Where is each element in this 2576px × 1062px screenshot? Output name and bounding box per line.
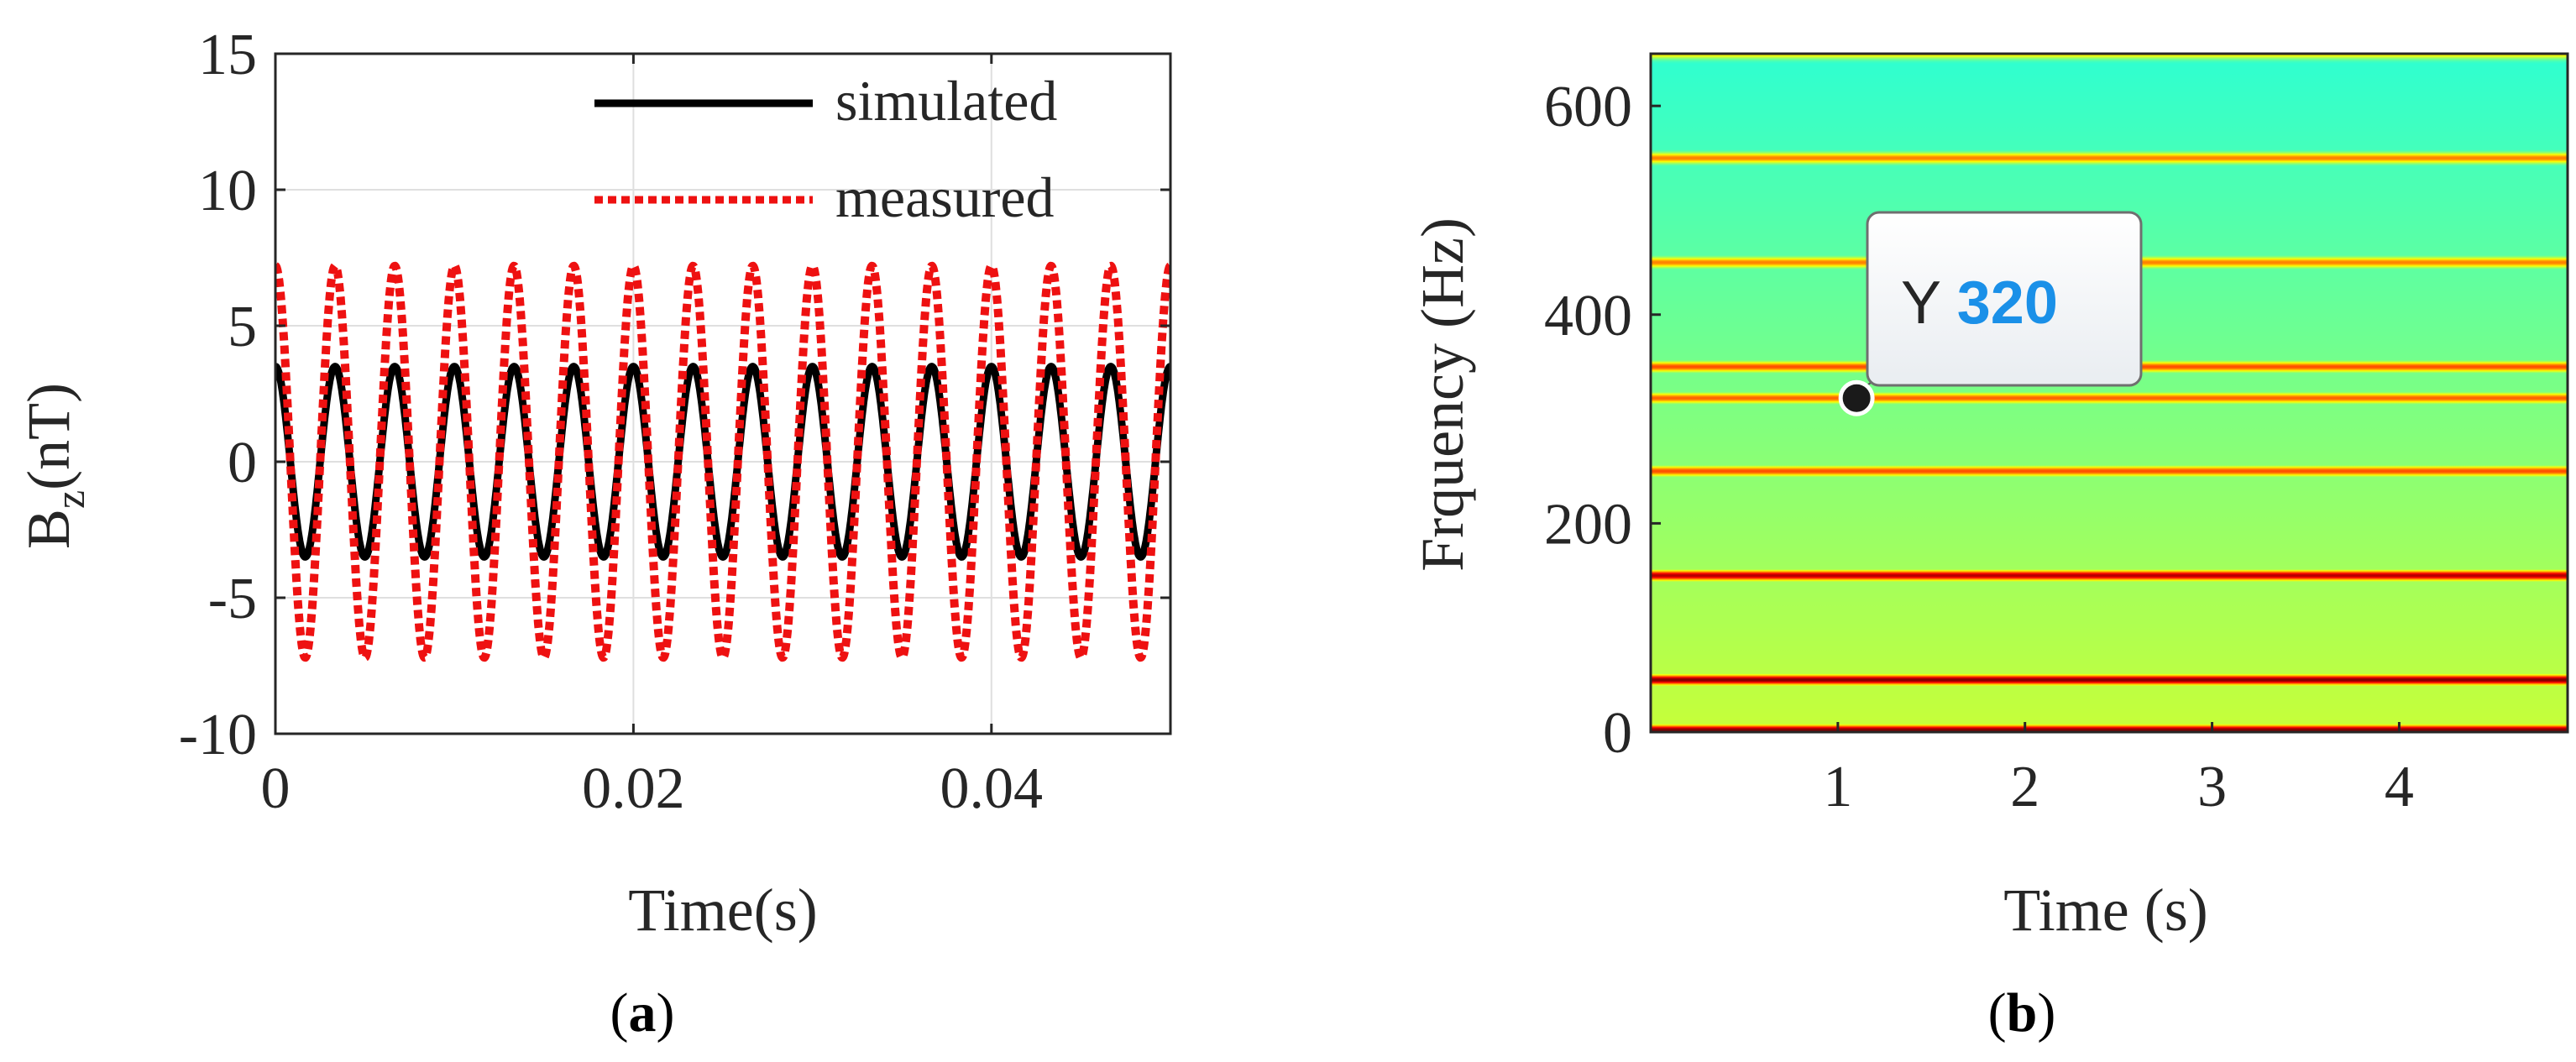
series-measured-line	[275, 261, 1170, 662]
panel-a-ytick-label: -10	[179, 703, 257, 767]
panel-a-caption: (a)	[610, 982, 675, 1044]
panel-b-ylabel: Frquency (Hz)	[1409, 217, 1476, 572]
panel-a-ylabel: Bz(nT)	[15, 383, 93, 549]
panel-a-ticks: 0 0.02 0.04 -10 -5 0 5 10 15	[179, 23, 1170, 821]
datatip-y-label: Y	[1901, 269, 1940, 337]
panel-b-caption-letter: b	[2007, 982, 2038, 1044]
panel-b-xtick-label: 1	[1823, 755, 1852, 819]
panel-a-axes-box	[274, 52, 1172, 735]
panel-a-xtick-label: 0	[261, 756, 291, 821]
panel-b-ytick-label: 200	[1544, 492, 1632, 557]
panel-b-ytick-label: 0	[1603, 701, 1632, 766]
panel-a-legend: simulated measured	[594, 69, 1057, 229]
panel-a-xtick-label: 0.04	[940, 756, 1044, 821]
panel-b-ytick-label: 400	[1544, 284, 1632, 348]
legend-simulated-label: simulated	[835, 69, 1057, 133]
legend-measured-label: measured	[835, 165, 1055, 229]
datatip-box	[1866, 211, 2143, 387]
panel-b-axes-box	[1649, 52, 2569, 734]
panel-a-xlabel: Time(s)	[628, 876, 817, 944]
panel-a-ytick-label: 15	[198, 23, 257, 87]
datatip-marker[interactable]	[1838, 379, 1875, 416]
panel-b-xtick-label: 3	[2197, 755, 2227, 819]
panel-a-ylabel-unit: (nT)	[15, 383, 82, 490]
panel-b-xtick-label: 4	[2385, 755, 2414, 819]
panel-a-xtick-label: 0.02	[582, 756, 685, 821]
datatip[interactable]: Y 320	[1838, 211, 2143, 416]
panel-a-caption-letter: a	[629, 982, 657, 1044]
panel-a-ytick-label: 10	[198, 159, 257, 223]
panel-a-ytick-label: 5	[228, 295, 257, 359]
panel-a-plot-area	[275, 54, 1170, 734]
panel-b-chart: 1 2 3 4 0 200 400 600 Time (s) Frquency (Hz) Y …	[1409, 52, 2569, 1044]
panel-b-ytick-label: 600	[1544, 75, 1632, 139]
panel-a-ytick-label: 0	[228, 431, 257, 495]
panel-a-series	[275, 261, 1170, 662]
panel-b-xtick-label: 2	[2010, 755, 2039, 819]
panel-a-grid	[275, 54, 1170, 734]
panel-a-ylabel-main: B	[15, 509, 82, 549]
panel-b-heatmap	[1651, 54, 2568, 732]
panel-b-caption: (b)	[1988, 982, 2056, 1044]
panel-a-ytick-label: -5	[208, 567, 257, 631]
datatip-text: Y 320	[1901, 269, 2058, 337]
panel-b-ticks: 1 2 3 4 0 200 400 600	[1544, 75, 2414, 819]
panel-b-xlabel: Time (s)	[2003, 876, 2207, 944]
datatip-y-value: 320	[1957, 269, 2058, 337]
panel-b-heatmap-field	[1651, 54, 2568, 732]
panel-a-ylabel-sub: z	[46, 490, 93, 509]
series-simulated-line	[275, 363, 1170, 561]
